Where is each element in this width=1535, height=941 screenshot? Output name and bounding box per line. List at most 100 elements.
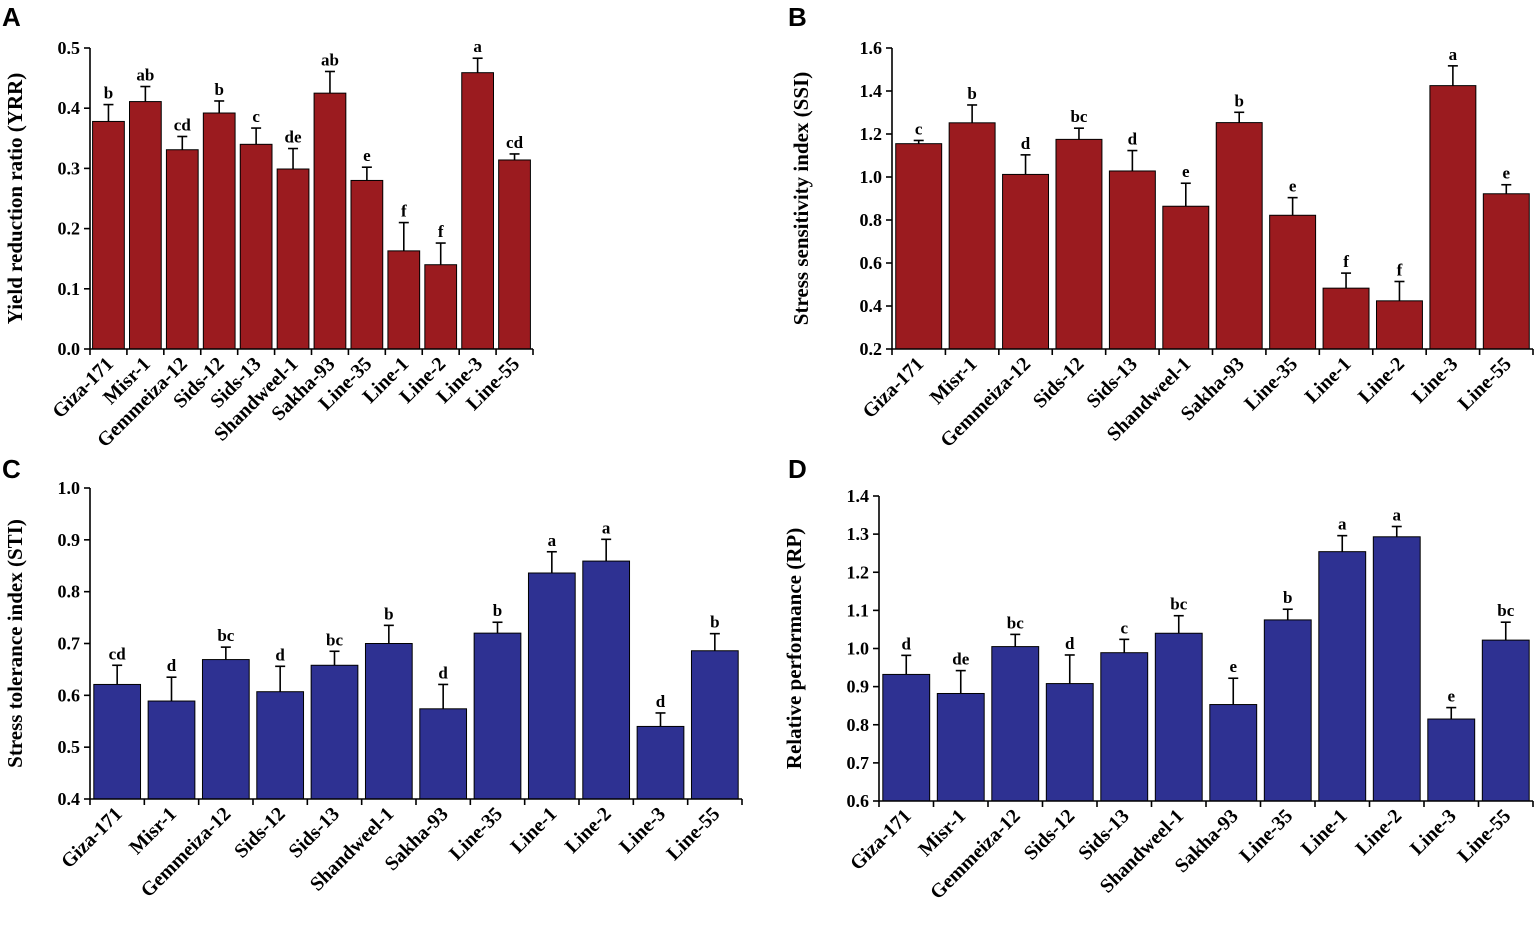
- chart-panel-d: D Relative performance (RP) d de bc d c bc e b a a e…: [782, 454, 1534, 904]
- bar-giza-171: [882, 673, 931, 802]
- significance-letter: a: [1393, 506, 1402, 525]
- y-tick-label: 1.6: [860, 38, 883, 58]
- significance-letter: de: [952, 650, 969, 669]
- significance-letter: c: [915, 119, 923, 138]
- bar-line-55: [690, 650, 739, 800]
- bar-sids-12: [256, 691, 305, 800]
- y-tick-label: 0.5: [58, 38, 81, 58]
- significance-letter: e: [363, 146, 371, 165]
- significance-letter: ab: [136, 66, 154, 85]
- bar-sids-12: [1045, 683, 1094, 802]
- bar-misr-1: [147, 700, 196, 800]
- significance-letter: ab: [321, 50, 339, 69]
- bar-sakha-93: [419, 708, 468, 800]
- significance-letter: d: [656, 692, 666, 711]
- y-tick-label: 0.3: [58, 158, 81, 178]
- x-tick-label: Giza-171: [858, 353, 928, 423]
- significance-letter: cd: [174, 115, 192, 134]
- bar-gemmeiza-12: [165, 149, 199, 350]
- panel-letter: A: [2, 2, 21, 32]
- y-tick-label: 0.9: [58, 530, 81, 550]
- significance-letter: f: [1397, 260, 1403, 279]
- x-tick-label: Line-1: [507, 803, 562, 858]
- significance-letter: e: [1447, 687, 1455, 706]
- bar-line-55: [1481, 639, 1530, 802]
- bar-sids-13: [239, 143, 273, 350]
- bar-misr-1: [936, 692, 985, 802]
- bar-sids-13: [310, 664, 359, 800]
- bar-giza-171: [92, 120, 125, 350]
- bar-line-1: [527, 572, 576, 800]
- x-tick-label: Line-35: [1235, 805, 1297, 867]
- significance-letter: b: [967, 84, 976, 103]
- bar-line-2: [582, 560, 631, 800]
- x-tick-label: Line-55: [662, 803, 724, 865]
- significance-letter: a: [602, 518, 611, 537]
- bar-line-35: [350, 179, 384, 350]
- x-tick-label: Line-2: [1354, 353, 1409, 408]
- bar-misr-1: [129, 101, 162, 350]
- bar-line-35: [1269, 214, 1317, 350]
- x-tick-label: Line-1: [1297, 805, 1352, 860]
- significance-letter: a: [1449, 45, 1458, 64]
- y-tick-label: 0.9: [847, 677, 870, 697]
- significance-letter: bc: [217, 626, 234, 645]
- x-tick-label: Line-55: [1454, 353, 1516, 415]
- significance-letter: f: [401, 202, 407, 221]
- y-tick-label: 0.1: [58, 279, 81, 299]
- y-tick-label: 0.4: [860, 296, 883, 316]
- significance-letter: d: [902, 634, 912, 653]
- y-tick-label: 0.8: [58, 582, 81, 602]
- y-tick-label: 1.2: [860, 124, 883, 144]
- y-tick-label: 0.6: [847, 791, 870, 811]
- significance-letter: d: [275, 645, 285, 664]
- significance-letter: b: [710, 613, 719, 632]
- bar-line-35: [473, 632, 522, 800]
- significance-letter: e: [1289, 177, 1297, 196]
- x-tick-label: Line-35: [445, 803, 507, 865]
- y-tick-label: 1.3: [847, 524, 870, 544]
- x-tick-label: Line-2: [561, 803, 616, 858]
- y-axis-label: Stress sensitivity index (SSI): [789, 72, 813, 325]
- x-tick-label: Line-1: [1301, 353, 1356, 408]
- y-tick-label: 1.0: [58, 478, 81, 498]
- chart-panel-c: C Stress tolerance index (STI) cd d bc d bc b d b…: [2, 454, 743, 902]
- panel-letter: C: [2, 454, 21, 484]
- y-axis-label: Relative performance (RP): [782, 528, 806, 769]
- bar-sids-12: [1055, 138, 1103, 350]
- bar-line-1: [1318, 551, 1367, 802]
- significance-letter: e: [1503, 164, 1511, 183]
- bar-sakha-93: [1209, 704, 1258, 802]
- y-tick-label: 0.0: [58, 339, 81, 359]
- significance-letter: d: [1128, 130, 1138, 149]
- bar-sids-12: [202, 112, 236, 350]
- x-tick-label: Giza-171: [57, 803, 127, 873]
- x-tick-label: Sids-12: [1020, 805, 1080, 865]
- y-tick-label: 0.6: [58, 685, 81, 705]
- significance-letter: d: [1065, 634, 1075, 653]
- bar-sids-13: [1100, 652, 1149, 802]
- y-tick-label: 0.4: [58, 789, 81, 809]
- x-tick-label: Sids-12: [230, 803, 290, 863]
- significance-letter: c: [1120, 618, 1128, 637]
- significance-letter: bc: [326, 630, 343, 649]
- x-tick-label: Line-55: [1453, 805, 1515, 867]
- chart-panel-a: A Yield reduction ratio (YRR) b ab cd b c de ab e…: [2, 2, 534, 452]
- significance-letter: e: [1229, 657, 1237, 676]
- y-tick-label: 1.4: [860, 81, 883, 101]
- y-axis-label: Stress tolerance index (STI): [3, 519, 27, 768]
- significance-letter: a: [548, 531, 557, 550]
- y-tick-label: 0.6: [860, 253, 883, 273]
- significance-letter: b: [1234, 91, 1243, 110]
- bar-line-55: [498, 159, 531, 350]
- y-tick-label: 1.0: [847, 639, 870, 659]
- y-tick-label: 1.1: [847, 600, 870, 620]
- panel-letter: B: [788, 2, 807, 32]
- bar-sids-13: [1108, 170, 1156, 350]
- bar-line-1: [387, 250, 421, 350]
- significance-letter: cd: [109, 644, 127, 663]
- significance-letter: a: [1338, 515, 1347, 534]
- significance-letter: a: [473, 37, 482, 56]
- bar-shandweel-1: [364, 643, 413, 800]
